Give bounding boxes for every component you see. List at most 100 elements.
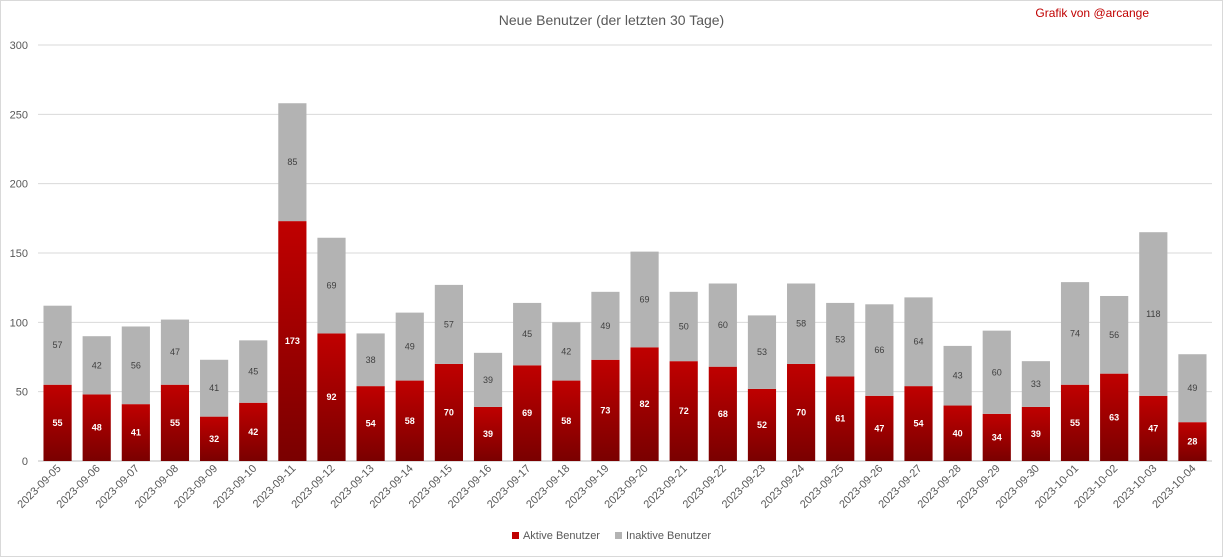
data-label-active: 39 [483,429,493,439]
bar-inactive [943,345,972,406]
data-label-inactive: 49 [600,321,610,331]
bar-inactive [669,291,698,362]
data-label-inactive: 53 [835,335,845,345]
data-label-active: 48 [92,423,102,433]
bar-active [43,384,72,461]
data-label-inactive: 56 [131,360,141,370]
bar-active [434,363,463,461]
data-label-inactive: 58 [796,319,806,329]
y-tick-label: 50 [16,387,28,399]
bar-inactive [239,340,268,403]
bar-active [904,386,933,461]
data-label-active: 58 [405,416,415,426]
bar-active [1178,422,1207,461]
bar-active [121,404,150,461]
legend-swatch-active [511,532,519,539]
bar-active [356,386,385,461]
bar-active [826,376,855,461]
data-label-active: 40 [953,428,963,438]
bar-active [278,221,307,461]
data-label-inactive: 64 [913,337,923,347]
bar-active [239,402,268,461]
y-tick-label: 0 [22,456,28,468]
bars: 55 57 48 42 41 56 55 47 32 41 42 45 173 85 92 69 54 38 58 4… [43,103,1207,461]
legend-swatch-inactive [615,532,623,539]
bar-inactive [278,103,307,222]
data-label-inactive: 57 [444,319,454,329]
data-label-active: 32 [209,434,219,444]
bar-inactive [1178,354,1207,423]
data-label-inactive: 47 [170,347,180,357]
bar-inactive [121,326,150,405]
data-label-inactive: 69 [640,294,650,304]
data-label-active: 92 [326,392,336,402]
bar-active [943,405,972,461]
data-label-active: 70 [444,407,454,417]
bar-active [708,366,737,461]
data-label-active: 55 [53,418,63,428]
data-label-inactive: 56 [1109,330,1119,340]
data-label-inactive: 118 [1146,309,1160,319]
bar-inactive [787,283,816,364]
data-label-inactive: 49 [1187,383,1197,393]
data-label-inactive: 38 [366,355,376,365]
data-label-inactive: 42 [561,346,571,356]
bar-inactive [982,330,1011,414]
data-label-active: 173 [285,336,300,346]
data-label-active: 39 [1031,429,1041,439]
bar-inactive [513,302,542,366]
x-axis: 2023-09-052023-09-062023-09-072023-09-08… [15,463,1198,511]
bar-inactive [317,237,346,334]
bar-active [473,406,503,461]
data-label-inactive: 50 [679,321,689,331]
data-label-active: 68 [718,409,728,419]
gridlines [38,44,1212,462]
data-label-inactive: 41 [209,383,219,393]
bar-active [747,388,777,461]
y-tick-label: 150 [10,248,28,260]
data-label-active: 47 [1148,423,1158,433]
data-label-active: 72 [679,406,689,416]
bar-active [160,384,190,461]
bar-inactive [160,319,190,385]
data-label-inactive: 85 [287,157,297,167]
bar-inactive [1021,361,1050,407]
data-label-inactive: 57 [53,340,63,350]
y-tick-label: 300 [10,40,28,52]
bar-active [552,380,581,461]
data-label-active: 52 [757,420,767,430]
data-label-active: 34 [992,432,1002,442]
bar-inactive [630,251,659,348]
legend-item-active: Aktive Benutzer [511,530,600,542]
bar-inactive [1139,232,1168,396]
bar-inactive [43,305,72,385]
data-label-inactive: 60 [992,367,1002,377]
legend-label-active: Aktive Benutzer [522,530,600,542]
chart-title: Neue Benutzer (der letzten 30 Tage) [498,12,725,28]
bar-active [317,333,346,461]
bar-active [865,395,894,461]
bar-active [630,347,659,461]
y-tick-label: 100 [10,317,28,329]
data-label-active: 55 [170,418,180,428]
data-label-active: 73 [600,405,610,415]
y-tick-label: 200 [10,179,28,191]
data-label-inactive: 42 [92,360,102,370]
bar-active [669,361,698,461]
bar-active [1021,406,1050,461]
bar-active [1100,373,1129,461]
stacked-bar-chart: 0 50 100 150 200 250 300 55 57 48 42 41 56 55 47 32 41 4… [10,40,1212,511]
bar-active [982,413,1011,461]
data-label-active: 54 [913,419,923,429]
data-label-inactive: 53 [757,347,767,357]
bar-active [82,394,111,461]
data-label-inactive: 66 [874,345,884,355]
bar-active [591,359,620,461]
bar-active [787,363,816,461]
bar-inactive [356,333,385,387]
data-label-active: 70 [796,407,806,417]
bar-active [200,416,229,461]
data-label-inactive: 69 [326,281,336,291]
bar-inactive [865,304,894,396]
